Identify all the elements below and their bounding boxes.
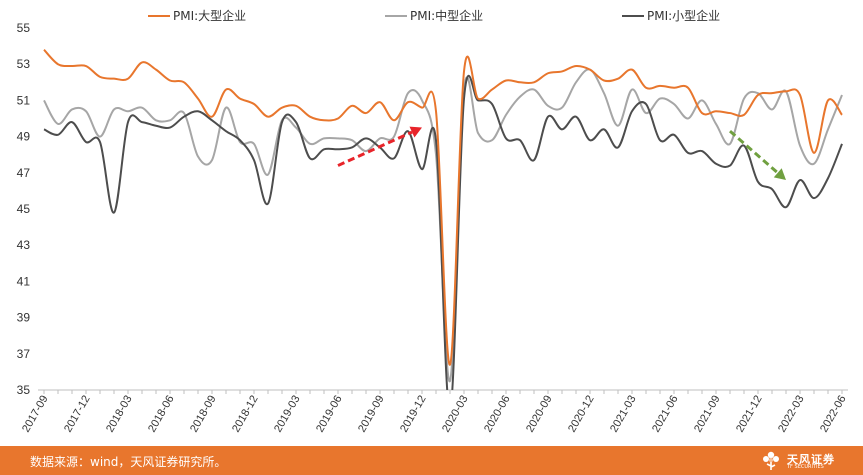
y-tick-label: 41 <box>17 274 31 288</box>
x-tick-label: 2022-03 <box>776 394 807 435</box>
y-tick-label: 35 <box>17 383 31 397</box>
x-tick-label: 2017-09 <box>20 394 51 435</box>
x-tick-label: 2019-03 <box>272 394 303 435</box>
x-tick-label: 2018-12 <box>230 394 261 435</box>
logo-subtext: TF SECURITIES <box>787 464 824 470</box>
series-line-0 <box>43 49 843 366</box>
y-tick-label: 49 <box>17 130 31 144</box>
flower-logo-icon <box>763 451 779 470</box>
x-tick-label: 2018-03 <box>104 394 135 435</box>
source-note: 数据来源：wind，天风证券研究所。 <box>30 455 227 469</box>
chart-legend: PMI:大型企业 PMI:中型企业 PMI:小型企业 <box>148 8 720 23</box>
legend-label-2: PMI:小型企业 <box>647 8 720 23</box>
x-tick-label: 2019-06 <box>314 394 345 435</box>
trend-arrow-head-1 <box>773 168 786 181</box>
y-tick-label: 37 <box>17 347 31 361</box>
series-line-1 <box>43 68 843 382</box>
tf-securities-logo: 天风证券 TF SECURITIES <box>759 448 845 473</box>
series-lines <box>43 49 843 390</box>
y-tick-label: 43 <box>17 238 31 252</box>
series-line-2 <box>43 74 843 390</box>
y-tick-label: 39 <box>17 311 31 325</box>
y-tick-label: 53 <box>17 57 31 71</box>
x-axis: 2017-09 2017-12 2018-03 2018-06 2018-09 2018-… <box>20 389 849 435</box>
x-tick-label: 2019-12 <box>398 394 429 435</box>
x-tick-label: 2021-06 <box>650 394 681 435</box>
x-tick-label: 2018-06 <box>146 394 177 435</box>
y-tick-label: 47 <box>17 166 31 180</box>
legend-label-1: PMI:中型企业 <box>410 8 483 23</box>
x-tick-label: 2020-06 <box>482 394 513 435</box>
x-tick-label: 2018-09 <box>188 394 219 435</box>
trend-arrows <box>337 126 786 181</box>
x-tick-label: 2021-09 <box>692 394 723 435</box>
logo-text: 天风证券 <box>787 453 835 466</box>
source-footer: 数据来源：wind，天风证券研究所。 天风证券 TF SECURITIES <box>0 446 863 475</box>
y-tick-label: 51 <box>17 93 31 107</box>
trend-arrow-line-0 <box>337 130 413 167</box>
x-tick-label: 2022-06 <box>818 394 849 435</box>
y-axis: 35 37 39 41 43 45 47 49 51 53 55 <box>17 21 31 397</box>
x-tick-label: 2020-12 <box>566 394 597 435</box>
x-tick-label: 2017-12 <box>62 394 93 435</box>
y-tick-label: 45 <box>17 202 31 216</box>
x-tick-label: 2021-12 <box>734 394 765 435</box>
x-tick-label: 2020-09 <box>524 394 555 435</box>
y-tick-label: 55 <box>17 21 31 35</box>
x-tick-label: 2019-09 <box>356 394 387 435</box>
line-chart: PMI:大型企业 PMI:中型企业 PMI:小型企业 35 37 39 41 43 45 47 4… <box>17 8 849 435</box>
legend-label-0: PMI:大型企业 <box>173 8 246 23</box>
trend-arrow-head-0 <box>409 126 422 138</box>
x-tick-label: 2021-03 <box>608 394 639 435</box>
x-tick-label: 2020-03 <box>440 394 471 435</box>
